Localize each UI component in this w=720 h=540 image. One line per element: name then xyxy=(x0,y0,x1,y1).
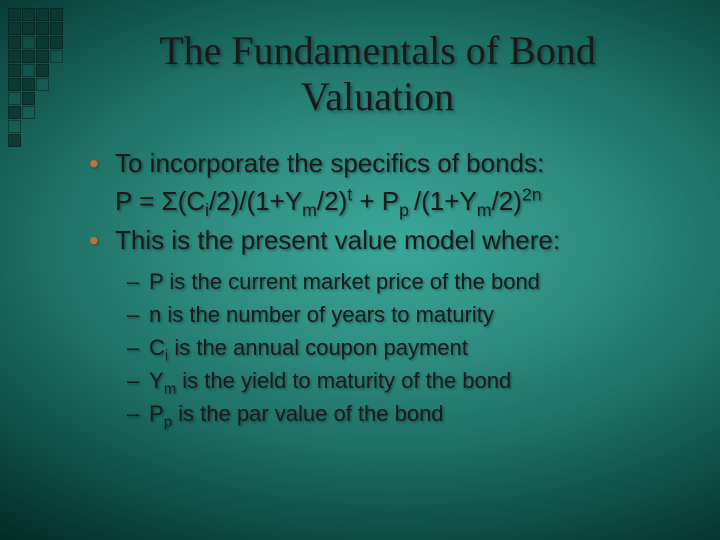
formula-part: /2) xyxy=(317,186,347,216)
sub-item-5: Pp is the par value of the bond xyxy=(127,397,670,430)
sub-item-1: P is the current market price of the bon… xyxy=(127,265,670,298)
slide: The Fundamentals of Bond Valuation To in… xyxy=(0,0,720,540)
formula-sub-p: p xyxy=(399,201,414,221)
sub-text: C xyxy=(149,335,165,360)
main-bullet-list: This is the present value model where: xyxy=(85,223,670,257)
sub-text: is the yield to maturity of the bond xyxy=(176,368,511,393)
sub-item-4: Ym is the yield to maturity of the bond xyxy=(127,364,670,397)
formula-sub-m: m xyxy=(477,201,492,221)
sub-text: is the par value of the bond xyxy=(172,401,444,426)
sub-text: Y xyxy=(149,368,164,393)
slide-content: The Fundamentals of Bond Valuation To in… xyxy=(0,0,720,540)
sub-subscript: m xyxy=(164,380,176,397)
formula-sub-m: m xyxy=(302,201,317,221)
sub-item-2: n is the number of years to maturity xyxy=(127,298,670,331)
bullet-1: To incorporate the specifics of bonds: xyxy=(85,146,670,180)
sub-text: is the annual coupon payment xyxy=(168,335,468,360)
sub-item-3: Ci is the annual coupon payment xyxy=(127,331,670,364)
formula-sup-2n: 2n xyxy=(522,185,542,205)
formula-part: /2) xyxy=(492,186,522,216)
slide-title: The Fundamentals of Bond Valuation xyxy=(85,28,670,120)
formula-part: P = Σ(C xyxy=(115,186,205,216)
formula-part: /2)/(1+Y xyxy=(209,186,302,216)
formula-part: /(1+Y xyxy=(414,186,477,216)
bullet-2: This is the present value model where: xyxy=(85,223,670,257)
sub-text: P xyxy=(149,401,164,426)
sub-bullet-list: P is the current market price of the bon… xyxy=(85,265,670,430)
formula-part: + P xyxy=(352,186,399,216)
formula: P = Σ(Ci/2)/(1+Ym/2)t + Pp /(1+Ym/2)2n xyxy=(85,184,670,218)
sub-subscript: p xyxy=(164,413,172,430)
main-bullet-list: To incorporate the specifics of bonds: xyxy=(85,146,670,180)
